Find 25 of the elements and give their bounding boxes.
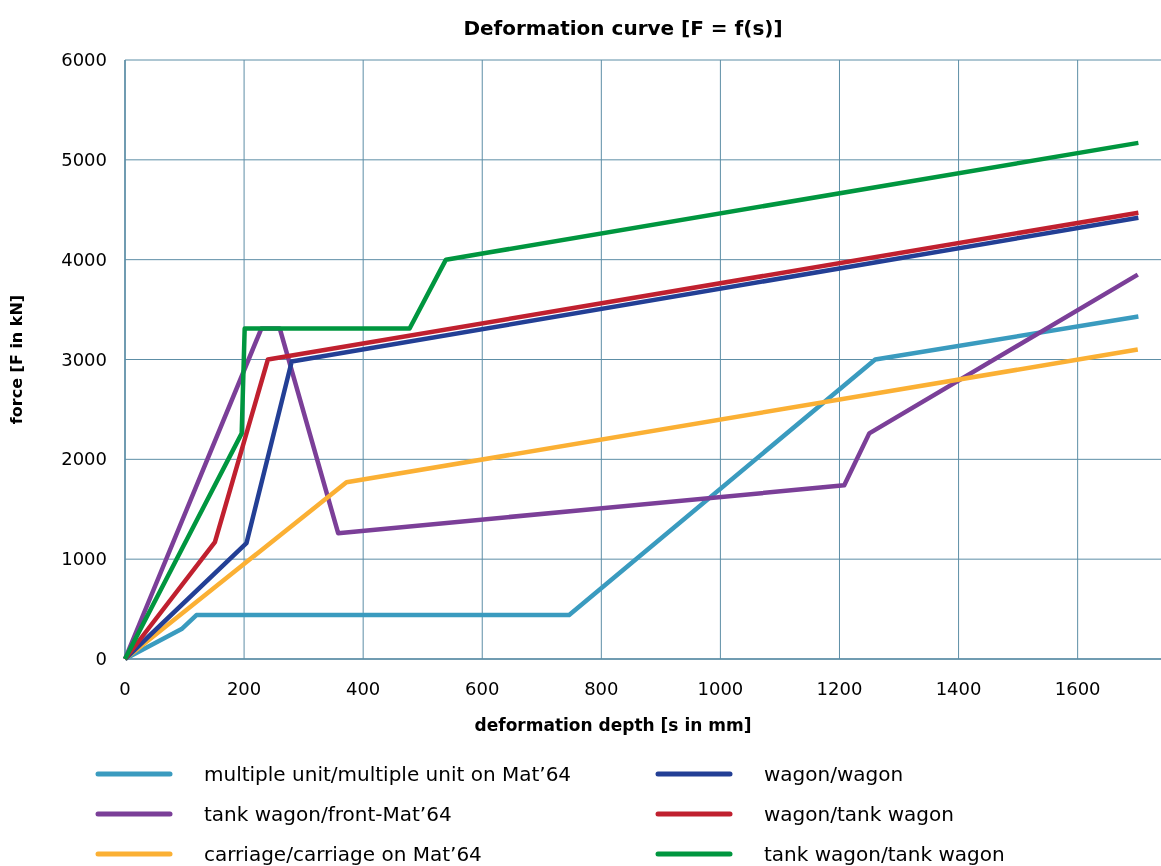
y-tick-label: 4000	[61, 248, 107, 270]
y-tick-label: 6000	[61, 49, 107, 70]
x-axis-title: deformation depth [s in mm]	[474, 715, 752, 735]
x-tick-label: 1600	[1054, 678, 1101, 699]
y-tick-label: 3000	[61, 348, 107, 370]
x-tick-label: 1400	[935, 678, 982, 699]
legend-label: carriage/carriage on Mat’64	[204, 842, 482, 866]
x-tick-label: 200	[226, 678, 262, 699]
y-tick-label: 5000	[61, 148, 107, 170]
legend-label: multiple unit/multiple unit on Mat’64	[204, 762, 572, 786]
x-tick-label: 1200	[816, 678, 863, 699]
y-tick-label: 0	[95, 648, 107, 669]
y-axis-title: force [F in kN]	[7, 294, 26, 425]
y-tick-label: 1000	[61, 548, 107, 570]
x-tick-label: 800	[584, 678, 619, 699]
y-tick-label: 2000	[61, 448, 107, 470]
chart-title: Deformation curve [F = f(s)]	[463, 16, 783, 40]
legend-label: wagon/tank wagon	[764, 802, 954, 826]
x-tick-label: 0	[119, 678, 131, 699]
legend-label: tank wagon/front-Mat’64	[204, 802, 452, 826]
x-tick-label: 400	[345, 678, 381, 699]
x-tick-label: 600	[465, 678, 500, 699]
x-tick-label: 1000	[697, 678, 744, 699]
legend-label: tank wagon/tank wagon	[764, 842, 1005, 866]
legend-label: wagon/wagon	[764, 762, 904, 786]
